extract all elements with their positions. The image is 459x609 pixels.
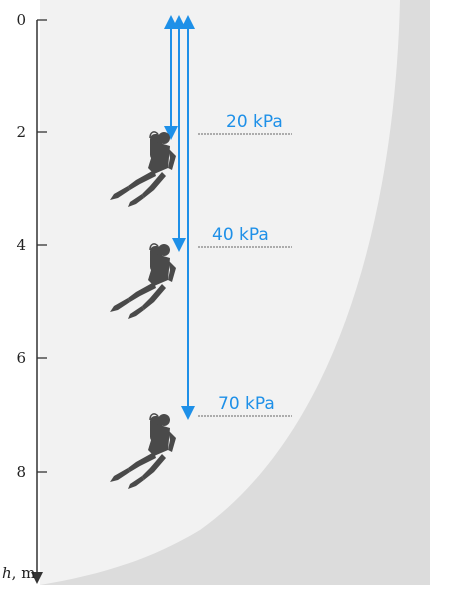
tick-label-8: 8 [16,463,26,481]
pressure-label-3: 70 kPa [218,394,275,414]
depth-arrows [164,14,195,420]
pressure-marker-1: 20 kPa [198,112,292,135]
tick-label-6: 6 [16,349,26,367]
depth-axis: 0 2 4 6 8 h, m [2,11,47,584]
water-region [40,0,430,585]
tick-label-2: 2 [16,123,26,141]
tick-label-0: 0 [16,11,26,29]
pressure-label-2: 40 kPa [212,225,269,245]
pressure-marker-2: 40 kPa [198,225,292,248]
axis-label: h, m [2,564,35,582]
pressure-label-1: 20 kPa [226,112,283,132]
tick-label-4: 4 [16,236,26,254]
pressure-marker-3: 70 kPa [198,394,292,417]
